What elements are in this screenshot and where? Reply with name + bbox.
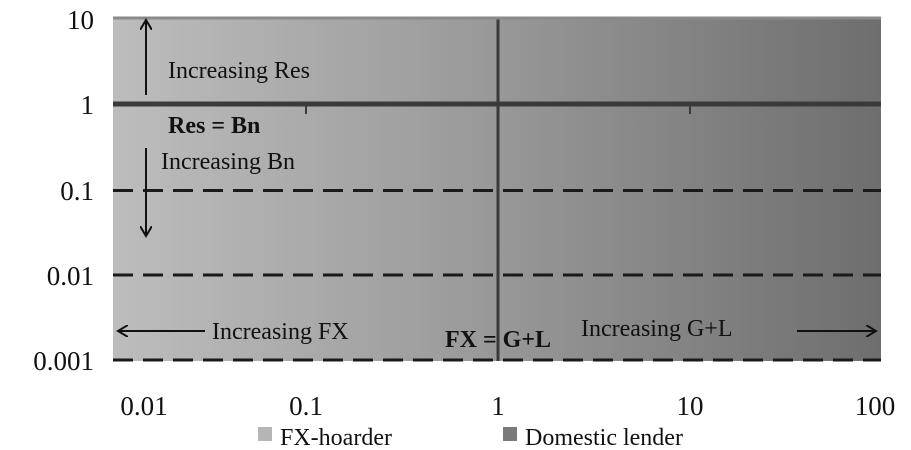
y-tick-label: 1 <box>81 90 95 120</box>
annotation-increasing-bn: Increasing Bn <box>161 149 295 175</box>
label-res-equals-bn: Res = Bn <box>168 113 260 139</box>
y-tick-label: 0.01 <box>47 261 94 291</box>
y-tick-label: 0.001 <box>33 346 94 376</box>
x-tick-label: 0.01 <box>120 391 167 421</box>
x-tick-label: 100 <box>855 391 896 421</box>
y-tick-label: 0.1 <box>60 176 94 206</box>
x-tick-label: 10 <box>677 391 704 421</box>
annotation-increasing-res: Increasing Res <box>168 58 310 84</box>
x-tick-label: 0.1 <box>289 391 323 421</box>
annotation-increasing-fx: Increasing FX <box>212 319 349 345</box>
legend-swatch-domestic-lender <box>503 427 517 441</box>
legend-label-fx-hoarder: FX-hoarder <box>280 425 392 450</box>
legend-label-domestic-lender: Domestic lender <box>525 425 683 450</box>
x-tick-label: 1 <box>491 391 505 421</box>
label-fx-equals-gl: FX = G+L <box>445 327 551 353</box>
y-tick-label: 10 <box>67 5 94 35</box>
legend-swatch-fx-hoarder <box>258 427 272 441</box>
annotation-increasing-gl: Increasing G+L <box>581 316 732 342</box>
